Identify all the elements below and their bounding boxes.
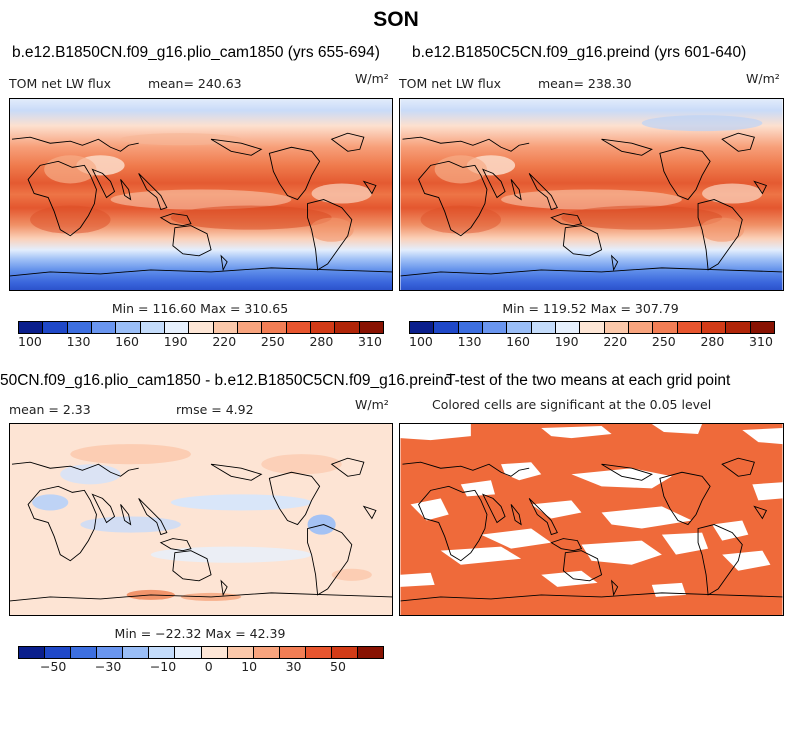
panel3-colorbar-swatch bbox=[19, 647, 46, 658]
panel2-colorbar-swatch bbox=[482, 322, 508, 333]
panel1-colorbar-swatch bbox=[116, 322, 141, 333]
panel1-colorbar-tick-label: 130 bbox=[66, 334, 91, 349]
panel1-colorbar-swatch bbox=[19, 322, 44, 333]
panel3-colorbar-swatch bbox=[305, 647, 332, 658]
panel3-colorbar-swatch bbox=[227, 647, 254, 658]
panel2-colorbar-swatch bbox=[726, 322, 751, 333]
panel2-colorbar-tick-label: 100 bbox=[409, 334, 433, 349]
panel1-colorbar-swatch bbox=[189, 322, 214, 333]
panel2-colorbar-tick-label: 190 bbox=[554, 334, 579, 349]
panel2-colorbar-tick-label: 220 bbox=[603, 334, 628, 349]
panel3-map bbox=[9, 423, 393, 616]
panel2-colorbar-swatch bbox=[653, 322, 678, 333]
panel2-colorbar-swatch bbox=[750, 322, 774, 333]
panel2-colorbar-swatch bbox=[701, 322, 727, 333]
panel3-colorbar-tick-label: 10 bbox=[241, 659, 258, 674]
panel2-colorbar-ticks: 100 130 160 190 220 250 280 310 bbox=[409, 334, 773, 349]
panel3-colorbar-swatch bbox=[358, 647, 384, 658]
panel1-colorbar-tick-label: 310 bbox=[358, 334, 382, 349]
panel1-colorbar-swatch bbox=[359, 322, 383, 333]
panel3-colorbar bbox=[18, 646, 384, 659]
panel1-map bbox=[9, 98, 393, 291]
panel1-colorbar-swatch bbox=[91, 322, 117, 333]
panel3-colorbar-swatch bbox=[279, 647, 306, 658]
panel3-colorbar-swatch bbox=[97, 647, 124, 658]
panel2-units-label: W/m² bbox=[746, 71, 780, 86]
panel1-colorbar-swatch bbox=[237, 322, 263, 333]
panel2-colorbar bbox=[409, 321, 775, 334]
panel2-colorbar-swatch bbox=[604, 322, 629, 333]
panel2-map bbox=[399, 98, 784, 291]
panel1-colorbar-swatch bbox=[140, 322, 165, 333]
panel3-colorbar-swatch bbox=[149, 647, 176, 658]
panel1-colorbar-swatch bbox=[213, 322, 238, 333]
panel1-colorbar-swatch bbox=[286, 322, 311, 333]
panel4-title: T-test of the two means at each grid poi… bbox=[446, 372, 731, 389]
panel1-colorbar-tick-label: 250 bbox=[260, 334, 285, 349]
panel2-colorbar-swatch bbox=[628, 322, 654, 333]
panel2-colorbar-swatch bbox=[531, 322, 556, 333]
panel1-colorbar-swatch bbox=[164, 322, 190, 333]
panel1-colorbar-tick-label: 160 bbox=[115, 334, 140, 349]
panel3-colorbar-swatch bbox=[331, 647, 359, 658]
panel3-colorbar-tick-label: −50 bbox=[40, 659, 67, 674]
panel2-colorbar-tick-label: 280 bbox=[700, 334, 725, 349]
panel1-colorbar-tick-label: 190 bbox=[163, 334, 188, 349]
panel1-colorbar-swatch bbox=[67, 322, 92, 333]
panel1-colorbar-swatch bbox=[335, 322, 360, 333]
panel1-colorbar-swatch bbox=[310, 322, 336, 333]
panel3-rmse-label: rmse = 4.92 bbox=[176, 402, 254, 417]
panel1-colorbar-tick-label: 220 bbox=[212, 334, 237, 349]
panel2-colorbar-swatch bbox=[507, 322, 532, 333]
panel1-colorbar-swatch bbox=[262, 322, 287, 333]
panel2-colorbar-swatch bbox=[410, 322, 435, 333]
panel3-colorbar-tick-label: 30 bbox=[285, 659, 302, 674]
panel4-map bbox=[399, 423, 784, 616]
panel1-title: b.e12.B1850CN.f09_g16.plio_cam1850 (yrs … bbox=[12, 44, 380, 61]
panel1-colorbar-swatch bbox=[43, 322, 68, 333]
panel2-colorbar-tick-label: 310 bbox=[749, 334, 773, 349]
panel2-colorbar-swatch bbox=[458, 322, 483, 333]
panel1-colorbar bbox=[18, 321, 384, 334]
panel3-colorbar-swatch bbox=[45, 647, 72, 658]
panel4-subtitle: Colored cells are significant at the 0.0… bbox=[432, 397, 712, 412]
panel2-colorbar-swatch bbox=[434, 322, 459, 333]
panel3-colorbar-ticks: −50 −30 −10 0 10 30 50 bbox=[40, 659, 346, 674]
panel1-min-max: Min = 116.60 Max = 310.65 bbox=[111, 301, 289, 316]
panel3-title: 50CN.f09_g16.plio_cam1850 - b.e12.B1850C… bbox=[0, 372, 453, 389]
panel2-title: b.e12.B1850C5CN.f09_g16.preind (yrs 601-… bbox=[412, 44, 747, 61]
panel2-colorbar-tick-label: 160 bbox=[506, 334, 531, 349]
panel2-variable-label: TOM net LW flux bbox=[399, 76, 502, 91]
panel3-min-max: Min = −22.32 Max = 42.39 bbox=[114, 626, 286, 641]
panel2-colorbar-swatch bbox=[677, 322, 702, 333]
panel1-variable-label: TOM net LW flux bbox=[9, 76, 112, 91]
panel3-colorbar-swatch bbox=[201, 647, 228, 658]
panel2-min-max: Min = 119.52 Max = 307.79 bbox=[502, 301, 679, 316]
panel3-colorbar-swatch bbox=[253, 647, 280, 658]
panel1-colorbar-tick-label: 280 bbox=[309, 334, 334, 349]
panel3-colorbar-tick-label: 50 bbox=[330, 659, 346, 674]
panel2-colorbar-tick-label: 250 bbox=[651, 334, 676, 349]
panel3-colorbar-tick-label: 0 bbox=[204, 659, 213, 674]
panel3-colorbar-tick-label: −10 bbox=[149, 659, 177, 674]
panel3-mean-label: mean = 2.33 bbox=[9, 402, 91, 417]
panel3-colorbar-swatch bbox=[71, 647, 98, 658]
panel2-colorbar-tick-label: 130 bbox=[457, 334, 482, 349]
panel1-colorbar-tick-label: 100 bbox=[18, 334, 42, 349]
panel3-colorbar-swatch bbox=[123, 647, 150, 658]
panel2-colorbar-swatch bbox=[555, 322, 581, 333]
panel1-mean-label: mean= 240.63 bbox=[148, 76, 242, 91]
panel3-colorbar-tick-label: −30 bbox=[94, 659, 122, 674]
panel2-mean-label: mean= 238.30 bbox=[538, 76, 632, 91]
panel1-colorbar-ticks: 100 130 160 190 220 250 280 310 bbox=[18, 334, 382, 349]
figure-title: SON bbox=[373, 8, 419, 31]
panel3-units-label: W/m² bbox=[355, 397, 389, 412]
panel1-units-label: W/m² bbox=[355, 71, 389, 86]
panel3-colorbar-swatch bbox=[175, 647, 202, 658]
panel2-colorbar-swatch bbox=[580, 322, 605, 333]
